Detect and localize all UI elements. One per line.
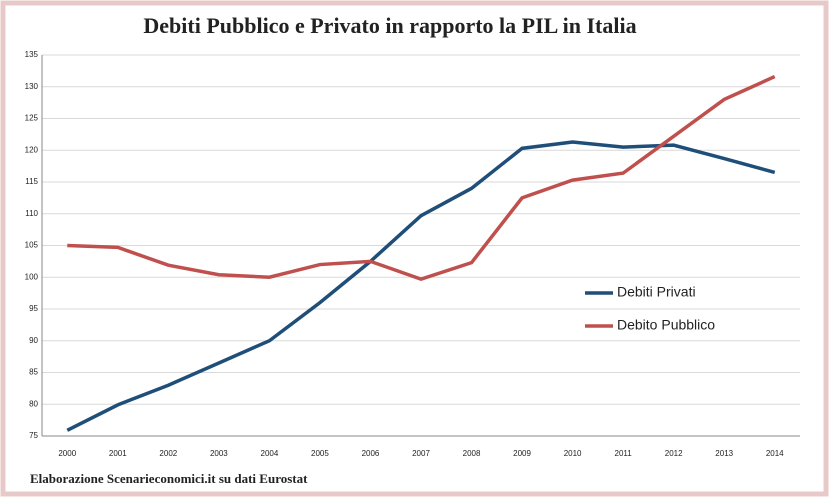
x-tick-label: 2002: [159, 449, 177, 458]
x-tick-label: 2010: [564, 449, 582, 458]
y-tick-label: 75: [29, 431, 38, 440]
x-tick-label: 2005: [311, 449, 329, 458]
x-tick-label: 2008: [463, 449, 481, 458]
line-series: [66, 140, 776, 432]
y-tick-label: 110: [25, 209, 38, 218]
legend-label: Debiti Privati: [617, 284, 696, 300]
y-tick-label: 95: [29, 304, 38, 313]
y-tick-label: 100: [25, 272, 39, 281]
chart-title: Debiti Pubblico e Privato in rapporto la…: [143, 13, 636, 38]
x-tick-label: 2001: [109, 449, 127, 458]
y-tick-label: 115: [25, 177, 38, 186]
x-tick-label: 2003: [210, 449, 228, 458]
x-tick-label: 2012: [665, 449, 683, 458]
y-tick-label: 80: [29, 399, 38, 408]
x-tick-label: 2004: [261, 449, 279, 458]
y-tick-label: 105: [25, 241, 39, 250]
line-series: [67, 74, 776, 282]
x-tick-label: 2014: [766, 449, 784, 458]
y-tick-label: 125: [25, 114, 39, 123]
x-tick-label: 2011: [615, 449, 633, 458]
y-tick-label: 135: [25, 50, 39, 59]
y-tick-label: 85: [29, 368, 38, 377]
x-tick-label: 2009: [513, 449, 531, 458]
x-tick-label: 2007: [412, 449, 430, 458]
y-tick-label: 130: [25, 82, 39, 91]
x-tick-label: 2006: [362, 449, 380, 458]
x-tick-label: 2013: [715, 449, 733, 458]
y-tick-label: 120: [25, 145, 39, 154]
legend-label: Debito Pubblico: [617, 317, 715, 333]
x-tick-label: 2000: [58, 449, 76, 458]
y-tick-label: 90: [29, 336, 38, 345]
footnote: Elaborazione Scenarieconomici.it su dati…: [30, 471, 308, 486]
